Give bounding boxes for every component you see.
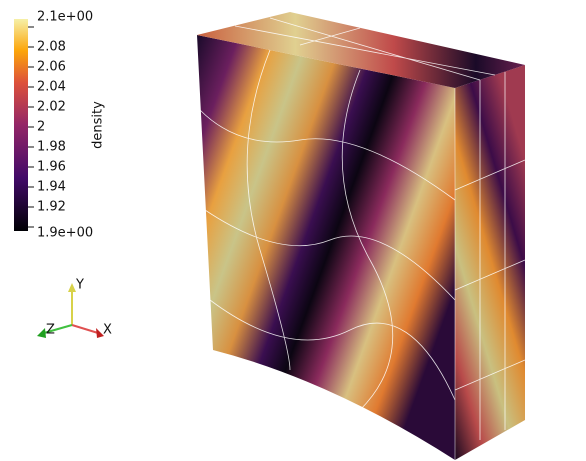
- box: [197, 12, 525, 460]
- viewport: density Y Z X 2.1e+00 2.08 2.06 2.04 2.02 2 1.…: [0, 0, 586, 461]
- side-face: [455, 65, 525, 460]
- z-arrow-head: [37, 328, 46, 338]
- tick-label: 2.06: [37, 60, 66, 75]
- axis-label: X: [103, 323, 112, 338]
- axis-label: Z: [46, 323, 55, 338]
- tick-label: 2: [37, 120, 45, 135]
- y-arrow-head: [68, 283, 76, 292]
- tick-label: 1.96: [37, 160, 66, 175]
- tick-label: 1.92: [37, 200, 66, 215]
- render-view: density Y Z X 2.1e+00 2.08 2.06 2.04 2.02 2 1.…: [0, 0, 586, 461]
- tick-label: 2.02: [37, 100, 66, 115]
- tick-label: 2.1e+00: [37, 10, 93, 25]
- tick-label: 2.04: [37, 80, 66, 95]
- tick-label: 2.08: [37, 40, 66, 55]
- tick-label: 1.98: [37, 140, 66, 155]
- tick-label: 1.9e+00: [37, 226, 93, 241]
- x-axis-arrow: [72, 325, 98, 333]
- colorbar-title: density: [91, 101, 106, 149]
- colorbar: [14, 19, 28, 231]
- axes-triad: Y Z X: [37, 278, 112, 339]
- front-face: [197, 35, 455, 460]
- axis-label: Y: [75, 278, 84, 293]
- tick-label: 1.94: [37, 180, 66, 195]
